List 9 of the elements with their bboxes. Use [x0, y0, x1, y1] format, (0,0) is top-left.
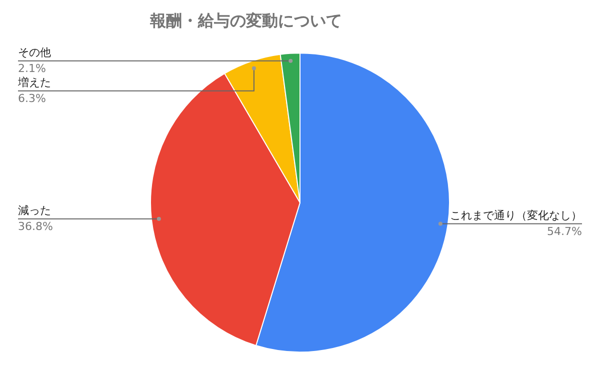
data-label: 6.3%: [18, 92, 46, 106]
data-label: 2.1%: [18, 62, 46, 76]
chart-title: 報酬・給与の変動について: [149, 10, 342, 30]
slice-label: 減った: [18, 204, 51, 218]
slice-label: その他: [18, 46, 51, 60]
data-label: 54.7%: [547, 225, 582, 238]
slice-label: 増えた: [17, 76, 51, 90]
data-label: 36.8%: [18, 220, 53, 234]
slice-label: これまで通り（変化なし）: [450, 209, 582, 222]
